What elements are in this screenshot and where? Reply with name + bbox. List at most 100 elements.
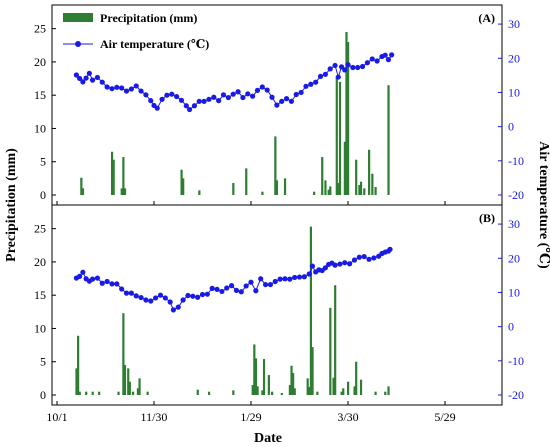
precipitation-bar xyxy=(343,141,346,195)
temperature-point xyxy=(264,87,270,93)
temperature-point xyxy=(201,98,207,104)
precipitation-bar xyxy=(374,187,377,195)
right-y-tick-label: 10 xyxy=(508,85,520,99)
plot-frame xyxy=(51,204,503,406)
temperature-point xyxy=(327,66,333,72)
precipitation-bar xyxy=(293,388,296,395)
precipitation-bar xyxy=(196,389,199,395)
x-tick-label: 3/30 xyxy=(337,410,358,424)
temperature-point xyxy=(332,262,338,268)
temperature-point xyxy=(153,295,159,301)
temperature-point xyxy=(143,92,149,98)
temperature-point xyxy=(361,253,367,260)
temperature-point xyxy=(104,84,110,90)
temperature-point xyxy=(175,304,181,310)
temperature-point xyxy=(219,288,225,295)
precipitation-bar xyxy=(347,381,350,395)
precipitation-bar xyxy=(274,136,277,195)
precipitation-bar xyxy=(262,359,266,395)
x-axis-title: Date xyxy=(254,431,282,446)
right-y-tick-label: 30 xyxy=(508,17,520,31)
precipitation-bar xyxy=(290,365,293,395)
precipitation-bar xyxy=(117,391,120,395)
temperature-point xyxy=(214,286,220,292)
temperature-point xyxy=(269,94,275,100)
temperature-point xyxy=(164,92,170,98)
precipitation-bar xyxy=(332,377,335,395)
right-y-tick-label: 0 xyxy=(508,320,514,334)
right-y-tick-label: -20 xyxy=(508,388,524,402)
precipitation-bar xyxy=(321,157,324,195)
precipitation-bar xyxy=(308,387,311,395)
temperature-point xyxy=(190,293,196,299)
temperature-point xyxy=(262,281,269,288)
left-y-tick-label: 15 xyxy=(34,88,46,102)
temperature-point xyxy=(267,281,273,288)
precipitation-bar xyxy=(359,181,363,195)
temperature-point xyxy=(167,299,173,305)
temperature-point xyxy=(258,276,264,282)
temperature-point xyxy=(308,81,314,87)
temperature-point xyxy=(309,263,316,269)
left-y-tick-label: 5 xyxy=(40,355,46,369)
precipitation-bar xyxy=(254,358,258,395)
panel-label: (A) xyxy=(478,11,495,25)
precipitation-bar xyxy=(355,361,358,395)
temperature-point xyxy=(366,256,372,262)
temperature-point xyxy=(250,93,256,99)
precipitation-bar xyxy=(198,190,201,195)
precipitation-bar xyxy=(340,391,343,395)
temperature-point xyxy=(317,73,324,79)
precipitation-bar xyxy=(355,159,358,195)
temperature-point xyxy=(186,106,193,113)
precipitation-bar xyxy=(256,386,259,395)
temperature-point xyxy=(389,52,395,58)
temperature-point xyxy=(104,278,110,285)
precipitation-bar xyxy=(91,391,94,395)
left-y-tick-label: 5 xyxy=(40,155,46,169)
temperature-point xyxy=(253,288,259,294)
precipitation-bar xyxy=(387,386,390,395)
left-y-tick-label: 20 xyxy=(34,55,46,69)
right-y-tick-label: 0 xyxy=(508,120,514,134)
precipitation-bar xyxy=(353,386,356,395)
precipitation-bar xyxy=(275,180,279,195)
temperature-point xyxy=(154,105,160,111)
temperature-point xyxy=(195,294,201,300)
temperature-point xyxy=(238,289,244,295)
temperature-point xyxy=(301,274,307,280)
temperature-point xyxy=(279,98,285,104)
precipitation-bar xyxy=(120,188,123,195)
temperature-point xyxy=(248,279,254,285)
left-y-tick-label: 15 xyxy=(34,288,46,302)
precipitation-bar xyxy=(358,185,361,195)
temperature-point xyxy=(351,257,358,263)
temperature-point xyxy=(225,94,231,101)
temperature-point xyxy=(185,292,191,299)
temperature-point xyxy=(322,71,328,77)
precipitation-bar xyxy=(207,391,211,395)
temperature-point xyxy=(138,294,144,301)
temperature-point xyxy=(359,63,366,70)
temperature-point xyxy=(128,290,134,296)
left-y-tick-label: 0 xyxy=(40,188,46,202)
precipitation-bar xyxy=(245,168,248,195)
precipitation-bar xyxy=(313,191,316,195)
precipitation-bar xyxy=(85,391,88,395)
temperature-point xyxy=(292,274,298,281)
temperature-point xyxy=(169,91,175,97)
temperature-point xyxy=(274,102,280,108)
precipitation-bar xyxy=(338,81,342,195)
temperature-point xyxy=(230,91,236,97)
temperature-point xyxy=(128,86,134,92)
x-tick-label: 11/30 xyxy=(141,410,168,424)
temperature-point xyxy=(94,74,101,81)
temperature-point xyxy=(191,103,198,109)
precipitation-bar xyxy=(371,173,374,195)
precipitation-bar xyxy=(138,378,141,395)
temperature-point xyxy=(109,86,115,92)
precipitation-bar xyxy=(342,388,345,395)
right-y-tick-label: 30 xyxy=(508,217,520,231)
temperature-point xyxy=(303,83,309,89)
